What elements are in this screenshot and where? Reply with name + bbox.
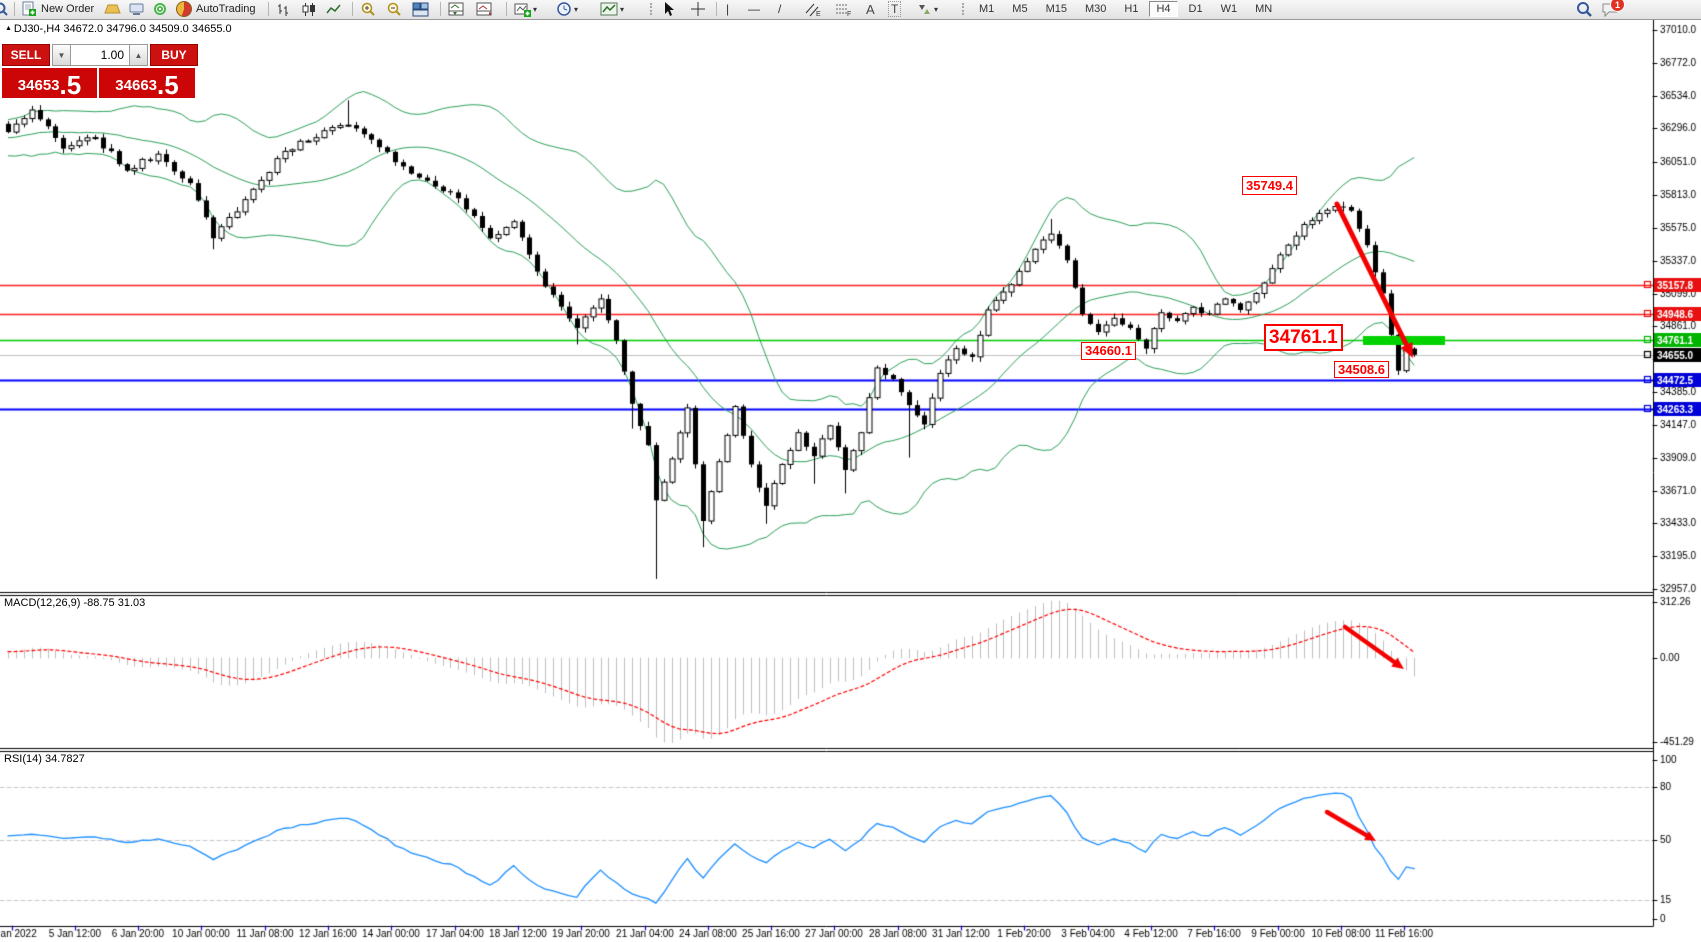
notification-badge: 1 (1610, 0, 1625, 12)
volume-up-button[interactable]: ▲ (129, 44, 148, 66)
vertical-line-tool-icon[interactable]: | (726, 2, 730, 16)
object-marker-icon: ▲ (5, 25, 14, 32)
signal-icon[interactable] (152, 1, 168, 17)
volume-stepper: ▼ 1.00 ▲ (52, 44, 148, 66)
bar-chart-icon[interactable] (276, 1, 292, 17)
toolbar-separator (268, 2, 269, 16)
clock-icon[interactable]: ▾ (556, 1, 578, 17)
profiles-icon[interactable]: ▾ (600, 1, 624, 17)
text-tool-icon[interactable]: A (866, 1, 875, 17)
svg-text:F: F (847, 11, 851, 17)
chevron-down-icon: ▾ (574, 4, 579, 14)
timeframe-button-m5[interactable]: M5 (1012, 3, 1028, 15)
add-chart-button[interactable]: ▾ (514, 1, 537, 17)
chevron-down-icon: ▾ (934, 4, 939, 14)
symbol-info-line: ▲ DJ30-,H4 34672.0 34796.0 34509.0 34655… (5, 23, 232, 35)
fibonacci-tool-icon[interactable]: F (834, 1, 852, 17)
autotrading-button[interactable]: AutoTrading (176, 1, 256, 17)
indicator-window-icon[interactable] (448, 1, 465, 17)
timeframe-button-m1[interactable]: M1 (979, 3, 995, 15)
toolbar-separator (14, 2, 15, 16)
zoom-in-icon[interactable] (360, 1, 377, 17)
tile-windows-icon[interactable] (412, 1, 429, 17)
new-order-label: New Order (41, 3, 95, 15)
toolbar-separator (352, 2, 353, 16)
volume-down-button[interactable]: ▼ (52, 44, 71, 66)
one-click-trading-panel: SELL ▼ 1.00 ▲ BUY 34653.5 34663.5 (2, 44, 198, 98)
horizontal-line-tool-icon[interactable]: — (748, 2, 760, 16)
rsi-indicator-label: RSI(14) 34.7827 (4, 753, 85, 765)
svg-text:E: E (816, 11, 821, 17)
crosshair-tool-icon[interactable] (690, 1, 706, 17)
sell-price[interactable]: 34653.5 (2, 68, 97, 98)
autotrading-label: AutoTrading (196, 3, 256, 15)
autotrading-icon (176, 1, 192, 17)
chevron-down-icon: ▾ (620, 4, 625, 14)
timeframe-button-d1[interactable]: D1 (1188, 3, 1203, 15)
channel-tool-icon[interactable]: E (804, 1, 822, 17)
candlestick-chart-icon[interactable] (301, 1, 317, 17)
timeframe-button-h4[interactable]: H4 (1149, 1, 1178, 17)
price-label-low[interactable]: 34508.6 (1334, 361, 1389, 378)
notifications-icon[interactable]: 1 (1600, 0, 1625, 18)
cursor-tool-icon[interactable] (662, 1, 676, 17)
buy-price[interactable]: 34663.5 (99, 68, 195, 98)
price-label-support[interactable]: 34761.1 (1264, 324, 1343, 351)
timeframe-toolbar: M1 M5 M15 M30 H1 H4 D1 W1 MN (972, 1, 1283, 17)
price-label-mid[interactable]: 34660.1 (1081, 342, 1136, 360)
sell-button[interactable]: SELL (2, 44, 50, 66)
indicator-list-icon[interactable] (476, 1, 493, 17)
toolbar-separator (506, 2, 507, 16)
gold-symbol-icon[interactable] (104, 1, 122, 17)
trendline-tool-icon[interactable]: / (778, 2, 782, 16)
timeframe-button-h1[interactable]: H1 (1124, 3, 1139, 15)
timeframe-button-m15[interactable]: M15 (1045, 3, 1067, 15)
macd-indicator-label: MACD(12,26,9) -88.75 31.03 (4, 597, 146, 609)
toolbar-separator (716, 2, 717, 16)
zoom-out-icon[interactable] (386, 1, 403, 17)
search-icon[interactable] (0, 1, 9, 17)
timeframe-button-mn[interactable]: MN (1255, 3, 1273, 15)
terminal-icon[interactable] (128, 1, 146, 17)
volume-field[interactable]: 1.00 (71, 44, 129, 66)
chevron-down-icon: ▾ (533, 4, 538, 14)
toolbar-separator (440, 2, 441, 16)
search-icon[interactable] (1576, 1, 1593, 17)
text-label-tool-icon[interactable]: T (888, 1, 902, 17)
toolbar-drag-handle[interactable] (962, 3, 967, 15)
toolbar-drag-handle[interactable] (650, 3, 655, 15)
timeframe-button-m30[interactable]: M30 (1084, 3, 1107, 15)
line-chart-icon[interactable] (326, 1, 342, 17)
top-toolbar: New Order AutoTrading ▾ (0, 0, 1701, 20)
timeframe-button-w1[interactable]: W1 (1220, 3, 1238, 15)
buy-button[interactable]: BUY (150, 44, 198, 66)
arrows-tool-icon[interactable]: ▾ (916, 1, 938, 17)
new-order-button[interactable]: New Order (21, 1, 94, 17)
price-label-peak[interactable]: 35749.4 (1242, 176, 1297, 195)
